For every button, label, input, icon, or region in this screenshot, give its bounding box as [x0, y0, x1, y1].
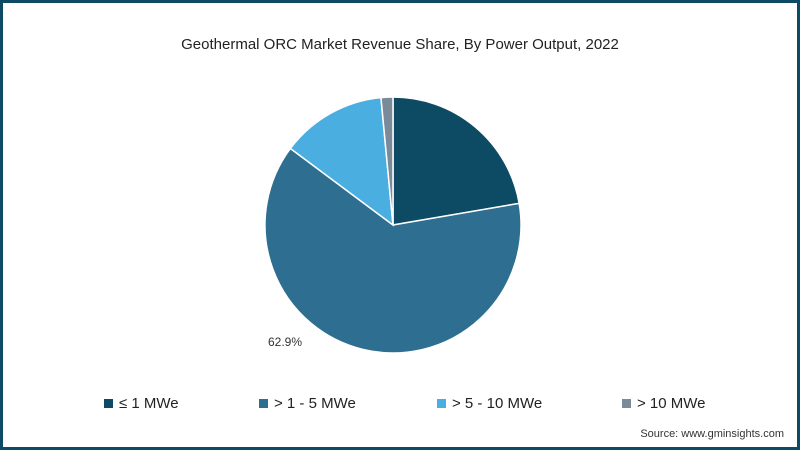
legend-item-5-10-mwe: > 5 - 10 MWe	[437, 395, 542, 412]
legend-item-le-1-mwe: ≤ 1 MWe	[104, 395, 179, 412]
legend-label: > 5 - 10 MWe	[452, 395, 543, 412]
legend-label: ≤ 1 MWe	[119, 395, 179, 412]
slice-data-label: 62.9%	[268, 335, 302, 349]
chart-title: Geothermal ORC Market Revenue Share, By …	[181, 36, 619, 53]
legend-swatch	[622, 399, 631, 408]
pie-slice	[264, 147, 522, 354]
legend-label: > 10 MWe	[637, 395, 706, 412]
source-note: Source: www.gminsights.com	[640, 428, 784, 440]
pie-slice	[380, 96, 394, 226]
pie-slice	[289, 96, 394, 227]
legend: ≤ 1 MWe > 1 - 5 MWe > 5 - 10 MWe > 10 MW…	[0, 395, 800, 417]
legend-item-1-5-mwe: > 1 - 5 MWe	[259, 395, 356, 412]
pie-slice	[392, 96, 521, 226]
legend-label: > 1 - 5 MWe	[274, 395, 356, 412]
legend-swatch	[259, 399, 268, 408]
legend-item-gt-10-mwe: > 10 MWe	[622, 395, 706, 412]
legend-swatch	[437, 399, 446, 408]
legend-swatch	[104, 399, 113, 408]
